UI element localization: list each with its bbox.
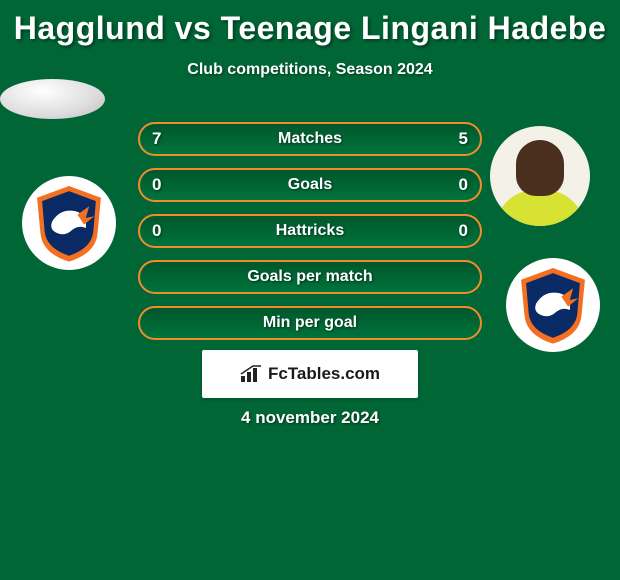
stat-right-value: 5: [459, 129, 468, 149]
stat-label: Matches: [278, 130, 342, 148]
date-text: 4 november 2024: [0, 408, 620, 428]
stat-row-matches: 7 Matches 5: [138, 122, 482, 156]
stat-label: Goals: [288, 176, 332, 194]
fc-cincinnati-crest-icon: [511, 263, 595, 347]
stat-row-goals-per-match: Goals per match: [138, 260, 482, 294]
stat-row-min-per-goal: Min per goal: [138, 306, 482, 340]
stat-label: Goals per match: [247, 268, 372, 286]
fc-cincinnati-crest-icon: [27, 181, 111, 265]
stat-label: Min per goal: [263, 314, 357, 332]
player2-club-crest: [506, 258, 600, 352]
player2-avatar: [490, 126, 590, 226]
watermark-text: FcTables.com: [268, 364, 380, 384]
stat-label: Hattricks: [276, 222, 344, 240]
page-title: Hagglund vs Teenage Lingani Hadebe: [0, 0, 620, 47]
stat-left-value: 0: [152, 221, 161, 241]
stat-row-goals: 0 Goals 0: [138, 168, 482, 202]
bar-chart-icon: [240, 365, 264, 383]
watermark-badge: FcTables.com: [202, 350, 418, 398]
stat-right-value: 0: [459, 175, 468, 195]
stat-left-value: 7: [152, 129, 161, 149]
stat-left-value: 0: [152, 175, 161, 195]
subtitle: Club competitions, Season 2024: [0, 61, 620, 79]
player1-club-crest: [22, 176, 116, 270]
stat-row-hattricks: 0 Hattricks 0: [138, 214, 482, 248]
stat-right-value: 0: [459, 221, 468, 241]
player1-avatar: [0, 79, 105, 119]
stats-container: 7 Matches 5 0 Goals 0 0 Hattricks 0 Goal…: [138, 122, 482, 352]
